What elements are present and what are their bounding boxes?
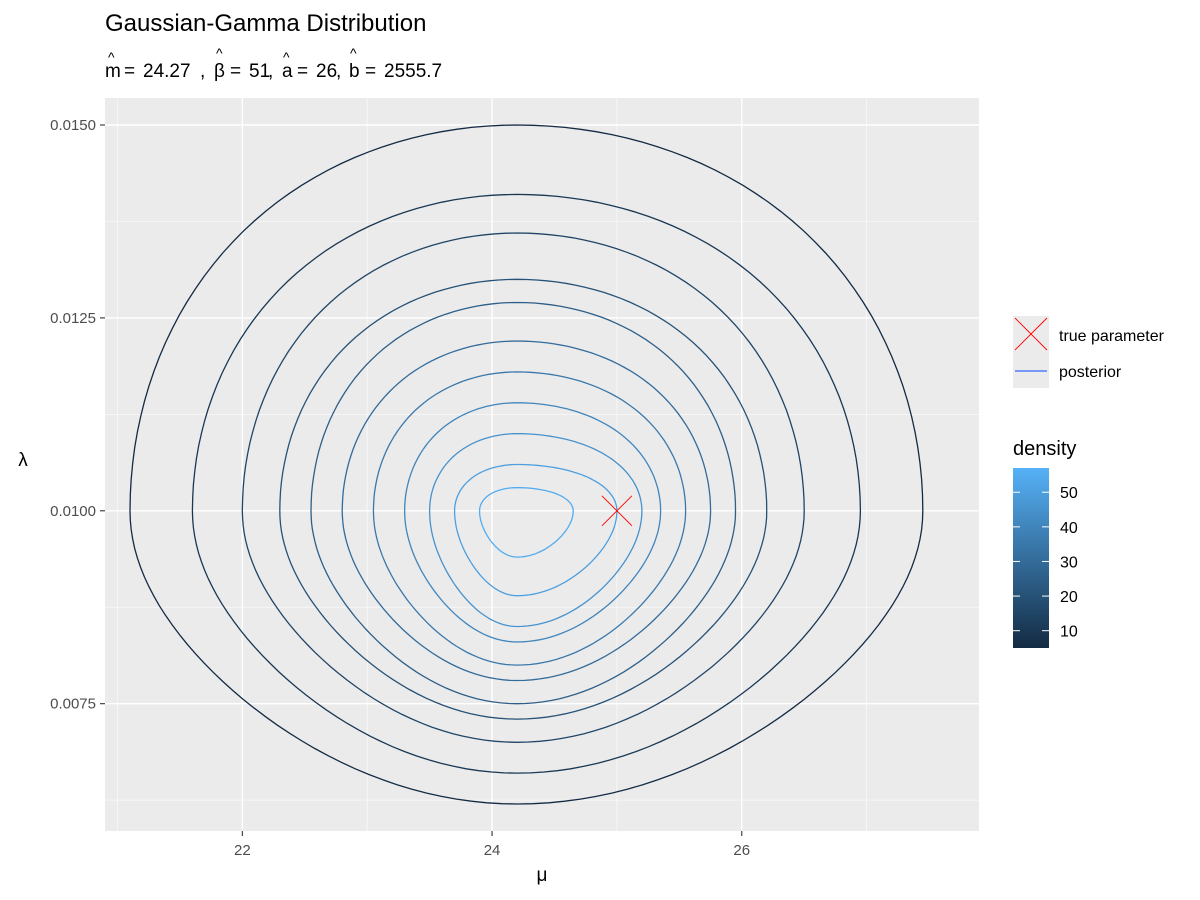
x-tick-label: 26 <box>733 842 750 859</box>
colorbar-title: density <box>1013 438 1076 460</box>
y-tick-label: 0.0075 <box>50 696 96 713</box>
subtitle-eq-3: = <box>297 61 308 82</box>
subtitle-hat-a: ^ <box>283 49 290 65</box>
y-tick-label: 0.0100 <box>50 503 96 520</box>
contour-level-15 <box>241 232 805 743</box>
subtitle-beta-symbol: β <box>214 61 225 82</box>
contour-level-35 <box>372 371 687 666</box>
y-axis: 0.0075 0.0100 0.0125 0.0150 <box>50 117 105 713</box>
colorbar-tick-label: 30 <box>1060 554 1078 571</box>
contour-level-25 <box>310 301 737 705</box>
colorbar <box>1013 468 1049 648</box>
subtitle-sep-1: , <box>200 61 205 82</box>
contour-level-40 <box>404 402 662 643</box>
legend-label-posterior: posterior <box>1059 364 1122 381</box>
x-tick-label: 22 <box>234 842 251 859</box>
subtitle-eq-2: = <box>230 61 241 82</box>
x-mark-icon <box>1014 317 1048 351</box>
subtitle-eq-4: = <box>365 61 376 82</box>
chart-title: Gaussian-Gamma Distribution <box>105 10 426 37</box>
colorbar-ticks: 10 20 30 40 50 <box>1013 485 1078 641</box>
colorbar-tick-label: 40 <box>1060 520 1078 537</box>
x-axis-title: μ <box>537 865 548 886</box>
subtitle-hat-b: ^ <box>350 45 357 61</box>
subtitle-sep-3: , <box>336 61 341 82</box>
contour-lines <box>129 124 924 805</box>
y-axis-title: λ <box>18 450 28 471</box>
colorbar-tick-label: 20 <box>1060 589 1078 606</box>
colorbar-tick-label: 10 <box>1060 624 1078 641</box>
contour-level-50 <box>453 463 618 597</box>
subtitle-hat-beta: ^ <box>216 45 223 61</box>
subtitle-m-symbol: m <box>105 61 121 82</box>
y-tick-label: 0.0125 <box>50 310 96 327</box>
grid-lines <box>105 98 979 831</box>
contour-level-55 <box>478 486 574 558</box>
legend-label-true-parameter: true parameter <box>1059 328 1165 345</box>
subtitle-b-value: 2555.7 <box>384 61 442 82</box>
subtitle-a-value: 26 <box>316 61 337 82</box>
colorbar-tick-label: 50 <box>1060 485 1078 502</box>
x-tick-label: 24 <box>484 842 501 859</box>
subtitle-hat-m: ^ <box>108 49 115 65</box>
contour-level-45 <box>428 432 643 628</box>
contour-level-5 <box>129 124 924 805</box>
true-parameter-marker <box>601 495 633 527</box>
subtitle-b-symbol: b <box>349 61 360 82</box>
contour-level-10 <box>191 193 862 774</box>
subtitle-a-symbol: a <box>282 61 293 82</box>
plot-panel <box>105 98 979 831</box>
legend-key-posterior <box>1013 352 1049 388</box>
x-axis: 22 24 26 <box>234 831 750 859</box>
contour-level-30 <box>341 340 712 682</box>
chart-subtitle: m ^ = 24.27 , β ^ = 51 , a ^ = 26 , b ^ … <box>105 45 442 82</box>
legend-x-stroke <box>1014 317 1048 351</box>
contour-level-20 <box>279 278 768 720</box>
legend: true parameter posterior density 10 20 30 4… <box>1013 316 1165 648</box>
subtitle-sep-2: , <box>268 61 273 82</box>
subtitle-beta-value: 51 <box>249 61 270 82</box>
subtitle-m-value: 24.27 <box>143 61 191 82</box>
y-tick-label: 0.0150 <box>50 117 96 134</box>
true-parameter-stroke <box>601 495 633 527</box>
subtitle-eq-1: = <box>124 61 135 82</box>
